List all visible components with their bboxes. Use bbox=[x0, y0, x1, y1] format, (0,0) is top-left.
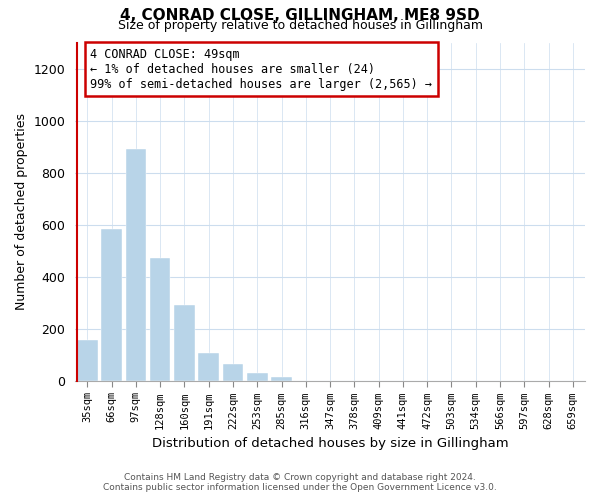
Bar bbox=[150, 258, 170, 381]
Bar bbox=[125, 149, 146, 381]
Bar bbox=[223, 364, 243, 381]
Bar bbox=[247, 373, 268, 381]
Text: Size of property relative to detached houses in Gillingham: Size of property relative to detached ho… bbox=[118, 19, 482, 32]
Y-axis label: Number of detached properties: Number of detached properties bbox=[15, 113, 28, 310]
Bar bbox=[271, 377, 292, 381]
Text: 4, CONRAD CLOSE, GILLINGHAM, ME8 9SD: 4, CONRAD CLOSE, GILLINGHAM, ME8 9SD bbox=[120, 8, 480, 22]
X-axis label: Distribution of detached houses by size in Gillingham: Distribution of detached houses by size … bbox=[152, 437, 508, 450]
Bar bbox=[174, 306, 195, 381]
Bar bbox=[101, 228, 122, 381]
Text: Contains HM Land Registry data © Crown copyright and database right 2024.
Contai: Contains HM Land Registry data © Crown c… bbox=[103, 473, 497, 492]
Bar bbox=[77, 340, 98, 381]
Bar bbox=[199, 354, 219, 381]
Text: 4 CONRAD CLOSE: 49sqm
← 1% of detached houses are smaller (24)
99% of semi-detac: 4 CONRAD CLOSE: 49sqm ← 1% of detached h… bbox=[91, 48, 433, 90]
